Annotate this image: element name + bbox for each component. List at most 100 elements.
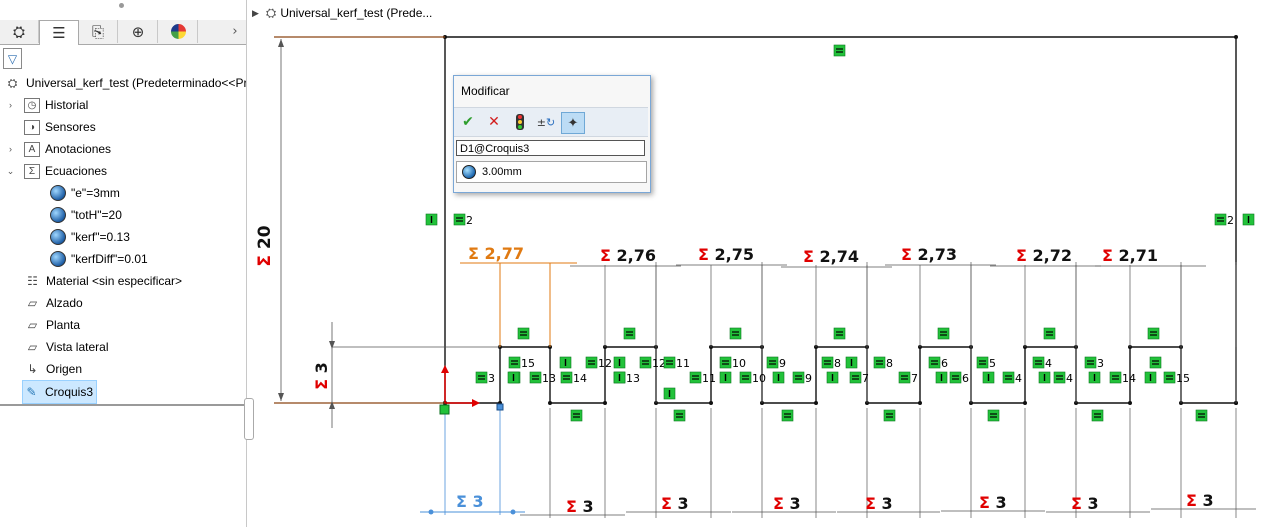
relation-marker[interactable]: [663, 387, 676, 400]
bottom-dimension[interactable]: Σ 3: [1151, 491, 1256, 510]
relation-marker[interactable]: [1043, 327, 1056, 340]
tree-item-anotaciones[interactable]: › A Anotaciones: [9, 138, 111, 160]
tab-configuration-manager[interactable]: ⎘: [79, 20, 118, 43]
relation-marker[interactable]: 11: [663, 356, 690, 370]
relation-marker[interactable]: [613, 356, 626, 369]
relation-marker[interactable]: 14: [560, 371, 587, 385]
relation-marker[interactable]: [781, 409, 794, 422]
tree-item-planta[interactable]: ▱ Planta: [24, 314, 80, 336]
relation-marker[interactable]: [833, 44, 846, 57]
sketch-point[interactable]: [1128, 401, 1132, 405]
breadcrumb[interactable]: ▶ ⛭ Universal_kerf_test (Prede...: [252, 4, 432, 22]
reverse-dimension-icon[interactable]: ± ↻: [536, 115, 556, 129]
relation-marker[interactable]: [833, 327, 846, 340]
relation-marker[interactable]: [719, 371, 732, 384]
relation-marker[interactable]: 15: [1163, 371, 1190, 385]
relation-marker[interactable]: 4: [1032, 356, 1052, 370]
relation-marker[interactable]: [1038, 371, 1051, 384]
relation-marker[interactable]: 14: [1109, 371, 1136, 385]
rebuild-icon[interactable]: [509, 112, 531, 132]
relation-marker[interactable]: [1091, 409, 1104, 422]
bottom-dimension[interactable]: Σ 3: [732, 494, 836, 513]
selected-dimension[interactable]: Σ 2,77: [460, 244, 577, 347]
bottom-dimension[interactable]: Σ 3: [520, 497, 625, 516]
tab-property-manager[interactable]: ☰: [39, 20, 79, 45]
panel-splitter[interactable]: [0, 404, 246, 406]
tree-item-sensores[interactable]: ◑ Sensores: [24, 116, 96, 138]
tab-height-dimension[interactable]: Σ 3: [312, 322, 500, 428]
top-dimension[interactable]: Σ 2,72: [990, 246, 1101, 267]
relation-marker[interactable]: [883, 409, 896, 422]
relation-marker[interactable]: 8: [821, 356, 841, 370]
sketch-point[interactable]: [1234, 35, 1238, 39]
relation-marker[interactable]: [1195, 409, 1208, 422]
panel-collapse-handle[interactable]: [244, 398, 254, 440]
sketch-point[interactable]: [709, 401, 713, 405]
chevron-down-icon[interactable]: ⌄: [6, 165, 15, 176]
panel-grip-dot[interactable]: [119, 3, 124, 8]
relation-marker[interactable]: 9: [792, 371, 812, 385]
relation-marker[interactable]: 9: [766, 356, 786, 370]
tree-item-ecuaciones[interactable]: ⌄ Σ Ecuaciones: [7, 160, 107, 182]
top-dimension[interactable]: Σ 2,73: [885, 245, 996, 266]
tree-item-variable-kerfdiff[interactable]: "kerfDiff"=0.01: [50, 248, 148, 270]
relation-marker[interactable]: [826, 371, 839, 384]
relation-marker[interactable]: 15: [508, 356, 535, 370]
top-dimension[interactable]: Σ 2,71: [1095, 246, 1206, 267]
relation-marker[interactable]: [559, 356, 572, 369]
relation-marker[interactable]: 12: [639, 356, 666, 370]
relation-marker[interactable]: 6: [928, 356, 948, 370]
relation-marker[interactable]: 7: [849, 371, 869, 385]
sketch-point[interactable]: [918, 401, 922, 405]
top-dimension[interactable]: Σ 2,75: [676, 245, 787, 266]
relation-marker[interactable]: [613, 371, 626, 384]
relation-marker[interactable]: 6: [949, 371, 969, 385]
sketch-point[interactable]: [1023, 401, 1027, 405]
tab-feature-tree[interactable]: ⛭: [0, 20, 39, 43]
height-dimension[interactable]: Σ 20: [255, 36, 445, 404]
relation-marker[interactable]: [845, 356, 858, 369]
sketch-point[interactable]: [603, 401, 607, 405]
relation-marker[interactable]: [1147, 327, 1160, 340]
selected-endpoint[interactable]: [496, 403, 504, 411]
chevron-right-icon[interactable]: ›: [9, 144, 12, 154]
relation-marker[interactable]: 8: [873, 356, 893, 370]
tree-root[interactable]: ⛭ Universal_kerf_test (Predeterminado<<P…: [4, 72, 246, 94]
relation-marker[interactable]: [623, 327, 636, 340]
tree-item-variable-kerf[interactable]: "kerf"=0.13: [50, 226, 130, 248]
dim-handle[interactable]: [428, 509, 434, 515]
bottom-dimension[interactable]: Σ 3: [1046, 494, 1150, 513]
bottom-dimension[interactable]: Σ 3: [837, 494, 940, 513]
filter-icon[interactable]: ▽: [3, 48, 22, 69]
sketch-point[interactable]: [814, 401, 818, 405]
relation-marker[interactable]: [673, 409, 686, 422]
origin-marker[interactable]: [439, 365, 504, 415]
relation-marker[interactable]: [1088, 371, 1101, 384]
chevron-right-icon[interactable]: ›: [232, 24, 238, 39]
relation-marker[interactable]: 3: [1084, 356, 1104, 370]
relation-marker[interactable]: 2: [1214, 213, 1234, 227]
dimension-name-field[interactable]: D1@Croquis3: [456, 140, 645, 156]
relation-marker[interactable]: [937, 327, 950, 340]
relation-marker[interactable]: [729, 327, 742, 340]
cancel-icon[interactable]: ✕: [488, 114, 500, 130]
relation-marker[interactable]: 4: [1053, 371, 1073, 385]
tree-item-croquis3[interactable]: ✎ Croquis3: [22, 380, 98, 404]
relation-marker[interactable]: [507, 371, 520, 384]
mark-dimension-icon[interactable]: ✦: [561, 112, 585, 134]
ok-icon[interactable]: ✔: [462, 114, 474, 130]
relation-marker[interactable]: [982, 371, 995, 384]
bottom-dimension[interactable]: Σ 3: [941, 493, 1045, 512]
chevron-right-icon[interactable]: ›: [9, 100, 12, 110]
relation-marker[interactable]: 5: [976, 356, 996, 370]
relation-marker[interactable]: 2: [453, 213, 473, 227]
sketch-canvas[interactable]: Σ 20 Σ 3 Σ 2,77 Σ 2,76 Σ 2,75 Σ 2,74 Σ 2,73…: [247, 0, 1279, 527]
modify-dialog[interactable]: Modificar ✔ ✕ ± ↻ ✦ D1@Croquis3 3.00mm: [453, 75, 651, 193]
relation-marker[interactable]: [1242, 213, 1255, 226]
relation-marker[interactable]: 11: [689, 371, 716, 385]
relation-marker[interactable]: 12: [585, 356, 612, 370]
bottom-dimension[interactable]: Σ 3: [626, 494, 731, 513]
dimension-value-input[interactable]: 3.00mm: [456, 161, 647, 183]
tab-display-manager[interactable]: [159, 20, 198, 43]
tree-item-material[interactable]: ☷ Material <sin especificar>: [24, 270, 182, 292]
